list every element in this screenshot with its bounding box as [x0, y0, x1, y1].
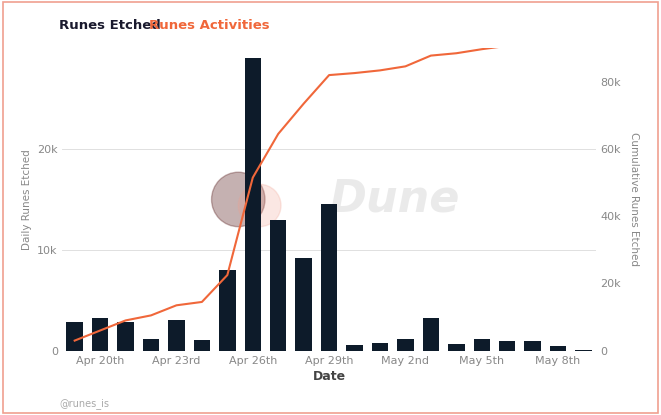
Bar — [397, 339, 414, 351]
Y-axis label: Cumulative Runes Etched: Cumulative Runes Etched — [629, 132, 639, 266]
Bar — [194, 339, 210, 351]
Bar — [550, 346, 566, 351]
Bar — [168, 320, 184, 351]
Bar — [219, 270, 235, 351]
Bar — [245, 58, 261, 351]
Bar — [117, 322, 134, 351]
Bar — [346, 344, 363, 351]
X-axis label: Date: Date — [313, 371, 346, 383]
Bar — [66, 322, 83, 351]
Y-axis label: Daily Runes Etched: Daily Runes Etched — [22, 149, 32, 250]
Bar — [448, 344, 465, 351]
Ellipse shape — [212, 172, 265, 227]
Bar — [575, 350, 592, 351]
Text: @runes_is: @runes_is — [59, 398, 110, 409]
Bar — [473, 339, 490, 351]
Text: Runes Etched: Runes Etched — [59, 19, 161, 32]
Ellipse shape — [238, 184, 281, 227]
Bar — [422, 318, 439, 351]
Bar — [524, 341, 541, 351]
Bar — [143, 339, 159, 351]
Bar — [92, 318, 108, 351]
Bar — [321, 205, 337, 351]
Bar — [270, 220, 286, 351]
Bar — [295, 258, 312, 351]
Bar — [499, 341, 516, 351]
Text: Runes Activities: Runes Activities — [149, 19, 269, 32]
Bar — [371, 343, 388, 351]
Text: Dune: Dune — [329, 178, 459, 221]
